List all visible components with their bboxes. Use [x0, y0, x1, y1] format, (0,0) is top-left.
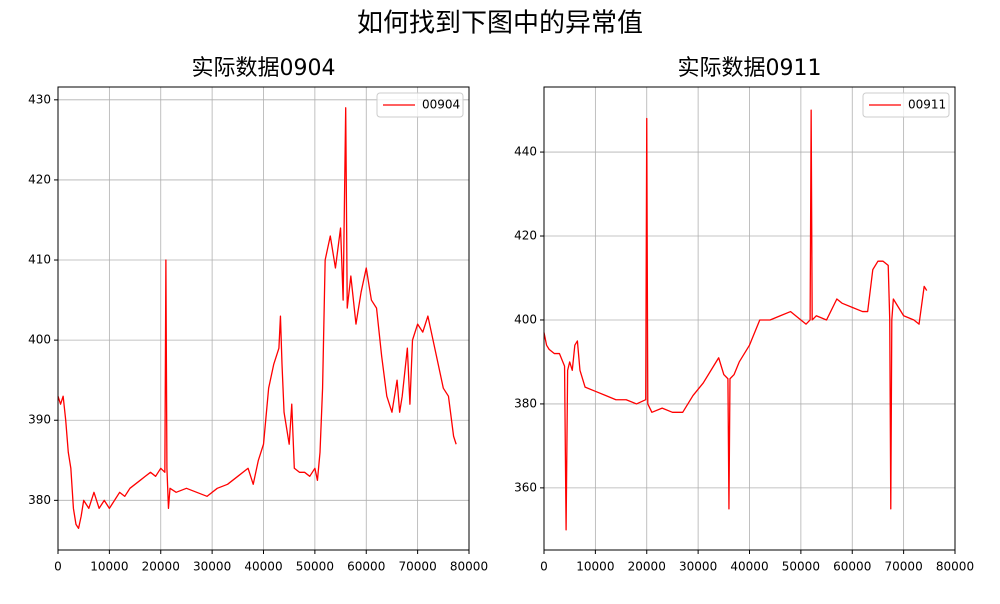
- subplot-title: 实际数据0904: [192, 56, 336, 81]
- x-tick-label: 80000: [450, 560, 488, 574]
- subplot-title: 实际数据0911: [678, 56, 822, 81]
- x-tick-label: 70000: [885, 560, 923, 574]
- x-tick-label: 0: [54, 560, 62, 574]
- x-tick-label: 10000: [90, 560, 128, 574]
- legend-label: 00911: [908, 98, 946, 112]
- x-tick-label: 20000: [628, 560, 666, 574]
- x-tick-label: 50000: [296, 560, 334, 574]
- x-tick-label: 40000: [730, 560, 768, 574]
- x-tick-label: 10000: [576, 560, 614, 574]
- y-tick-label: 390: [28, 413, 51, 427]
- data-line: [543, 109, 928, 531]
- y-tick-label: 380: [514, 396, 537, 410]
- legend: 00904: [376, 92, 464, 118]
- y-tick-label: 430: [28, 92, 51, 106]
- x-tick-label: 30000: [193, 560, 231, 574]
- legend-label: 00904: [422, 98, 460, 112]
- x-tick-label: 30000: [679, 560, 717, 574]
- legend-box: [376, 92, 464, 118]
- y-tick-label: 410: [28, 253, 51, 267]
- x-tick-label: 80000: [936, 560, 974, 574]
- x-tick-label: 40000: [244, 560, 282, 574]
- figure-title: 如何找到下图中的异常值: [357, 9, 643, 39]
- y-tick-label: 400: [28, 333, 51, 347]
- legend: 00911: [862, 92, 950, 118]
- x-tick-label: 0: [540, 560, 548, 574]
- data-line: [57, 107, 457, 530]
- x-tick-label: 60000: [833, 560, 871, 574]
- y-tick-label: 440: [514, 145, 537, 159]
- y-tick-label: 380: [28, 493, 51, 507]
- plot-frame: [543, 86, 956, 551]
- x-tick-label: 60000: [347, 560, 385, 574]
- y-tick-label: 420: [514, 229, 537, 243]
- x-tick-label: 50000: [782, 560, 820, 574]
- y-tick-label: 400: [514, 312, 537, 326]
- x-tick-label: 70000: [399, 560, 437, 574]
- x-tick-label: 20000: [142, 560, 180, 574]
- legend-box: [862, 92, 950, 118]
- y-tick-label: 420: [28, 172, 51, 186]
- plot-frame: [57, 86, 470, 551]
- y-tick-label: 360: [514, 480, 537, 494]
